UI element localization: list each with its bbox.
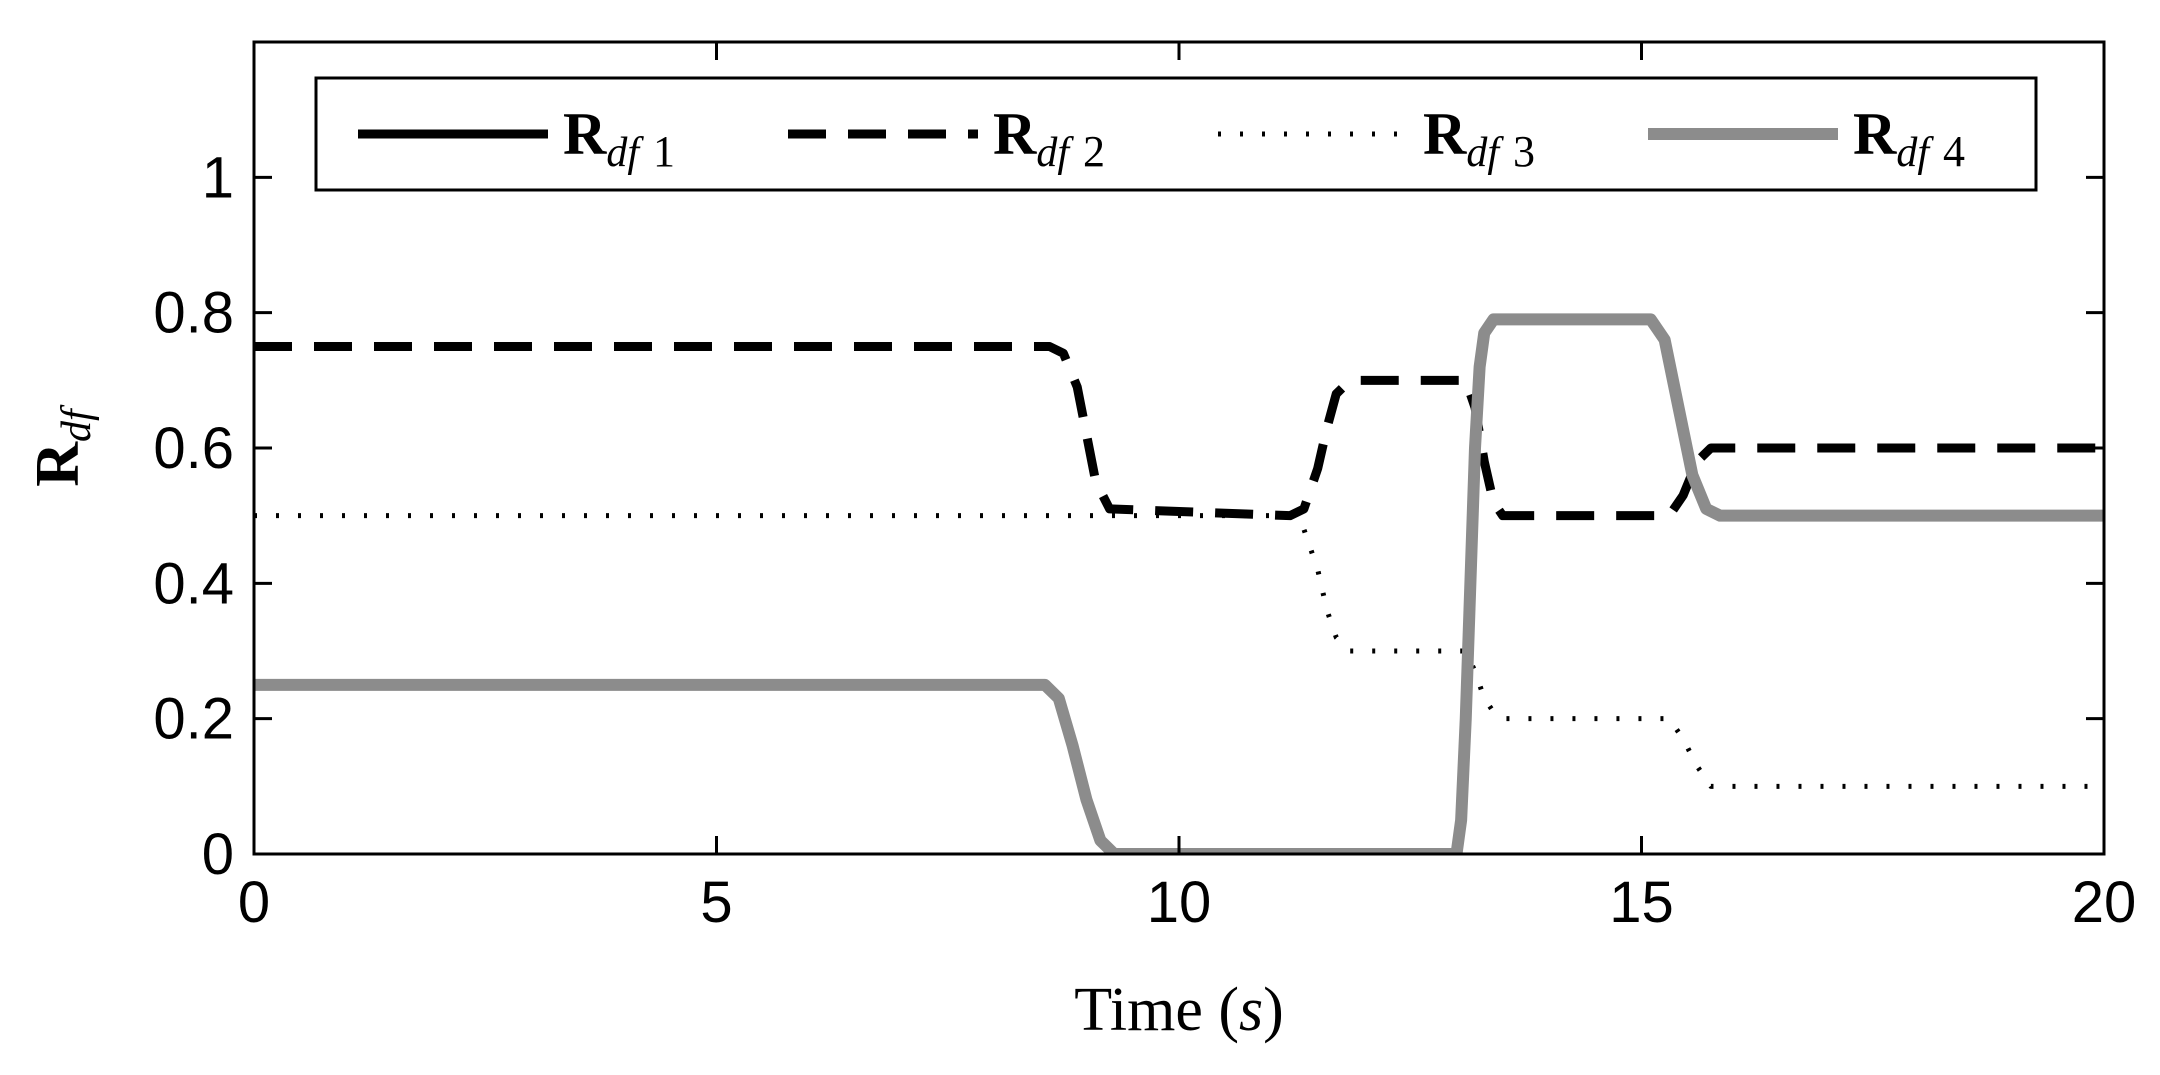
legend-entry-2: Rdf 2 xyxy=(788,101,1105,176)
y-tick-label: 1 xyxy=(202,145,234,210)
y-axis-label: Rdf xyxy=(24,404,100,487)
x-tick-label: 10 xyxy=(1147,870,1212,935)
legend-label-2: Rdf 2 xyxy=(993,101,1105,176)
x-tick-label: 5 xyxy=(700,870,732,935)
series-line-2 xyxy=(254,342,2104,521)
y-tick-label: 0 xyxy=(202,822,234,887)
legend-label-1: Rdf 1 xyxy=(563,101,675,176)
legend: Rdf 1 Rdf 2 Rdf 3 Rdf 4 xyxy=(314,76,2038,192)
series-line-4 xyxy=(254,313,2104,854)
legend-label-4: Rdf 4 xyxy=(1853,101,1965,176)
series-line-3 xyxy=(254,513,2104,789)
x-tick-label: 20 xyxy=(2072,870,2137,935)
axis-labels: Time (s) Rdf xyxy=(24,404,1284,1044)
plot-layer xyxy=(254,313,2104,854)
legend-entry-3: Rdf 3 xyxy=(1218,101,1535,176)
y-tick-label: 0.4 xyxy=(153,551,234,616)
legend-entry-1: Rdf 1 xyxy=(358,101,675,176)
y-tick-label: 0.8 xyxy=(153,281,234,346)
axis-layer: 0 5 10 15 20 0 0.2 0.4 0.6 0.8 1 xyxy=(153,40,2137,935)
x-tick-label: 15 xyxy=(1609,870,1674,935)
x-tick-label: 0 xyxy=(238,870,270,935)
legend-label-3: Rdf 3 xyxy=(1423,101,1535,176)
legend-entry-4: Rdf 4 xyxy=(1648,101,1965,176)
y-tick-label: 0.2 xyxy=(153,687,234,752)
x-axis-label: Time (s) xyxy=(1074,976,1284,1044)
y-tick-label: 0.6 xyxy=(153,416,234,481)
